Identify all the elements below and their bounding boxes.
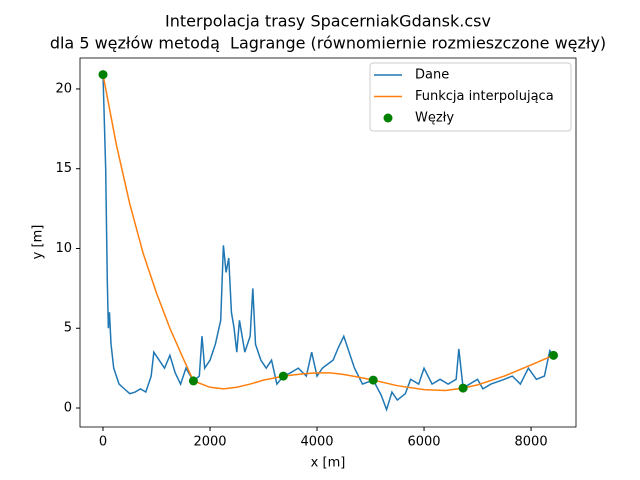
legend-label: Węzły	[415, 111, 454, 126]
chart-subtitle: dla 5 węzłów metodą Lagrange (równomiern…	[50, 34, 606, 53]
y-tick-label: 5	[64, 321, 72, 336]
legend-box	[369, 62, 572, 132]
node-marker	[368, 375, 378, 385]
series-line	[102, 74, 555, 412]
y-tick-label: 20	[55, 81, 72, 96]
legend-marker	[383, 113, 393, 123]
node-marker	[458, 383, 468, 393]
chart-title: Interpolacja trasy SpacerniakGdansk.csv	[165, 12, 491, 31]
y-axis-label: y [m]	[31, 225, 46, 260]
y-tick-label: 10	[55, 241, 72, 256]
x-tick-label: 8000	[515, 435, 548, 450]
series-line	[102, 74, 554, 392]
node-marker	[278, 371, 288, 381]
y-tick-label: 0	[64, 401, 72, 416]
legend-label: Funkcja interpolująca	[415, 89, 554, 104]
node-marker	[549, 350, 559, 360]
node-marker	[98, 70, 108, 80]
x-tick-label: 2000	[193, 435, 226, 450]
axes-frame	[79, 57, 577, 428]
y-tick-label: 15	[55, 161, 72, 176]
x-tick-label: 4000	[300, 435, 333, 450]
x-tick-label: 6000	[407, 435, 440, 450]
x-axis-label: x [m]	[311, 456, 346, 471]
legend-label: Dane	[415, 68, 449, 83]
node-marker	[188, 376, 198, 386]
x-tick-label: 0	[99, 435, 107, 450]
